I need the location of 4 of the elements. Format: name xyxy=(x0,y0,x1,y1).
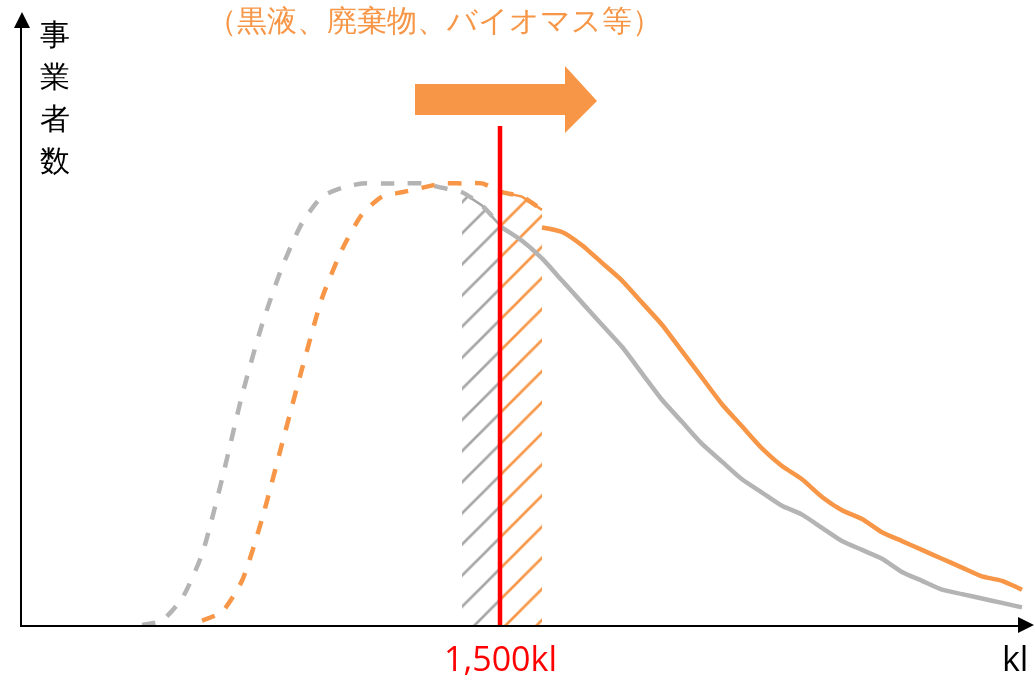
text: 1,500kl xyxy=(444,635,558,681)
chart-title: （黒液、廃棄物、バイオマス等） xyxy=(207,0,663,41)
y-axis-title: 事業者数 xyxy=(40,16,71,180)
x-axis-title: kl xyxy=(1002,635,1029,681)
